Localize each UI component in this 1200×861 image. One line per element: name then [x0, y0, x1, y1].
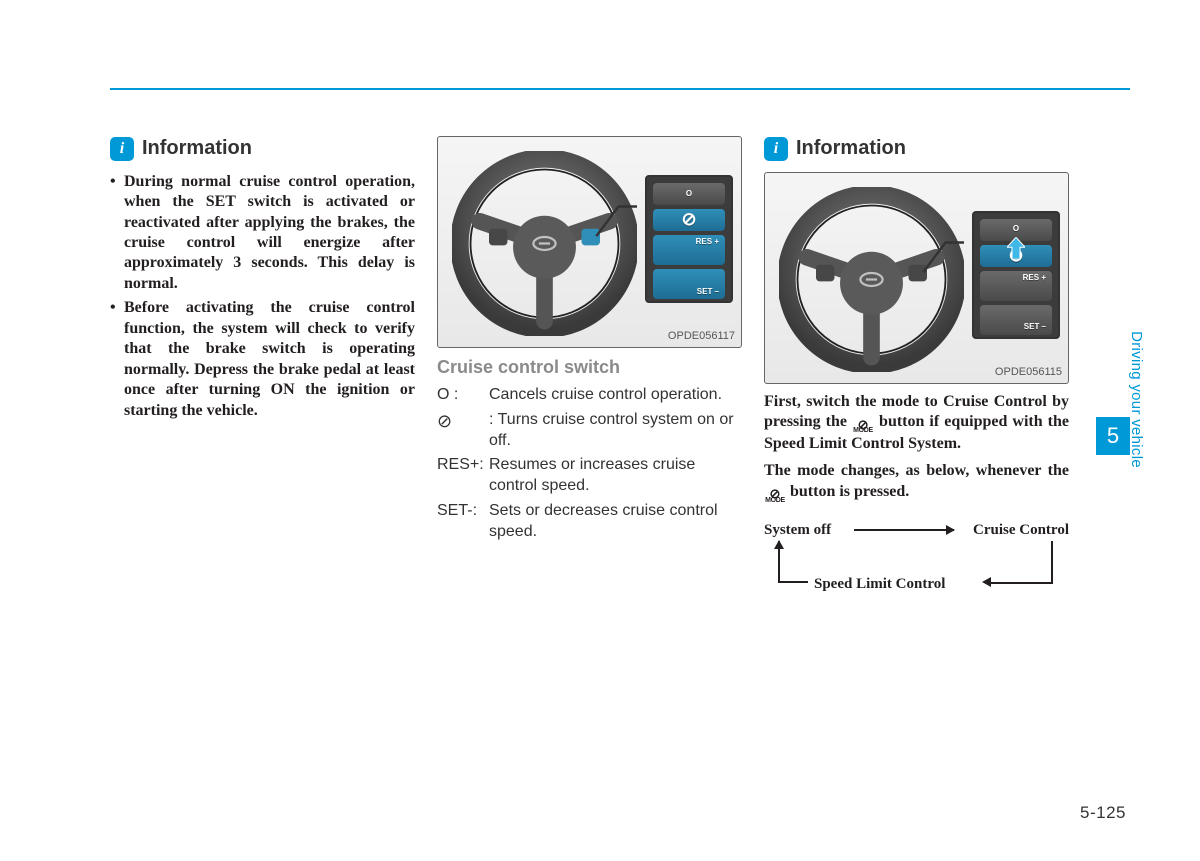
steering-wheel-icon: [452, 151, 637, 336]
steering-wheel-icon: [779, 187, 964, 372]
bullet-item: During normal cruise control operation, …: [110, 172, 415, 295]
chapter-tab: 5: [1096, 417, 1130, 455]
def-cancel: O : Cancels cruise control operation.: [437, 385, 742, 406]
mode-icon: ⊘MODE: [764, 490, 786, 503]
cruise-toggle-button-icon: ⊘: [980, 245, 1052, 267]
figure-cruise-switch: O ⊘ RES + SET – OPDE056117: [437, 136, 742, 348]
manual-page: i Information During normal cruise contr…: [0, 0, 1200, 861]
figure-code: OPDE056115: [995, 365, 1062, 379]
figure-code: OPDE056117: [668, 329, 735, 343]
mode-cycle-diagram: System off Cruise Control Speed Limit Co…: [764, 521, 1069, 621]
info-title: Information: [142, 136, 252, 162]
arrow-down-left-icon: [1051, 541, 1053, 583]
info-icon: i: [764, 137, 788, 161]
figure-mode-button: O ⊘ RES + SET – OPDE056115: [764, 172, 1069, 384]
page-number: 5-125: [1080, 803, 1126, 823]
def-toggle: ⊘ : Turns cruise control system on or of…: [437, 410, 742, 452]
set-minus-button-icon: SET –: [653, 269, 725, 299]
mode-icon: ⊘MODE: [852, 421, 874, 434]
cruise-glyph-icon: ⊘: [437, 411, 452, 431]
res-plus-button-icon: RES +: [980, 271, 1052, 301]
arrow-up-icon: [778, 541, 780, 583]
res-plus-button-icon: RES +: [653, 235, 725, 265]
column-1: i Information During normal cruise contr…: [110, 136, 415, 621]
bullet-item: Before activating the cruise control fun…: [110, 298, 415, 421]
label-cruise-control: Cruise Control: [973, 521, 1069, 540]
definition-list: O : Cancels cruise control operation. ⊘ …: [437, 385, 742, 543]
column-3: i Information: [764, 136, 1069, 621]
arrow-up-icon: [1007, 237, 1025, 259]
button-detail-callout: O ⊘ RES + SET –: [972, 211, 1060, 339]
def-res: RES+: Resumes or increases cruise contro…: [437, 455, 742, 497]
cruise-switch-heading: Cruise control switch: [437, 356, 742, 379]
cruise-toggle-button-icon: ⊘: [653, 209, 725, 231]
info-icon: i: [110, 137, 134, 161]
column-2: O ⊘ RES + SET – OPDE056117 Cruise contro…: [437, 136, 742, 621]
label-system-off: System off: [764, 521, 831, 540]
top-rule: [110, 88, 1130, 90]
mode-paragraph-2: The mode changes, as below, whenever the…: [764, 461, 1069, 503]
set-minus-button-icon: SET –: [980, 305, 1052, 335]
arrow-right-icon: [854, 529, 954, 531]
cancel-button-icon: O: [653, 183, 725, 205]
info-heading: i Information: [764, 136, 1069, 162]
mode-paragraph-1: First, switch the mode to Cruise Control…: [764, 392, 1069, 455]
section-label: Driving your vehicle: [1128, 331, 1145, 468]
columns: i Information During normal cruise contr…: [110, 136, 1130, 621]
def-set: SET-: Sets or decreases cruise control s…: [437, 501, 742, 543]
info-bullets: During normal cruise control operation, …: [110, 172, 415, 422]
button-detail-callout: O ⊘ RES + SET –: [645, 175, 733, 303]
label-speed-limit-control: Speed Limit Control: [814, 575, 945, 594]
info-title: Information: [796, 136, 906, 162]
info-heading: i Information: [110, 136, 415, 162]
